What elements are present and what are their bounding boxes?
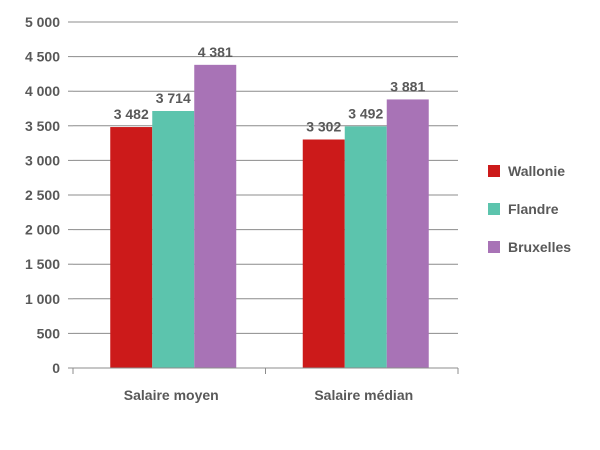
legend-swatch-flandre (488, 203, 500, 215)
category-label: Salaire médian (314, 387, 413, 403)
x-axis-ticks (72, 368, 459, 374)
data-label: 4 381 (198, 44, 233, 60)
data-label: 3 302 (306, 119, 341, 135)
bar-flandre (344, 126, 387, 368)
y-tick-label: 0 (52, 360, 60, 376)
category-labels: Salaire moyen Salaire médian (124, 387, 413, 403)
legend-label: Bruxelles (508, 239, 571, 255)
y-tick-label: 500 (37, 325, 61, 341)
legend-label: Flandre (508, 201, 559, 217)
legend-label: Wallonie (508, 163, 565, 179)
data-label: 3 482 (114, 106, 149, 122)
bar-flandre (152, 110, 195, 368)
data-labels: 3 482 3 714 4 381 3 302 3 492 3 881 (114, 44, 426, 135)
y-tick-label: 1 500 (25, 256, 60, 272)
y-tick-label: 2 000 (25, 222, 60, 238)
bar-bruxelles (194, 64, 237, 368)
bar-wallonie (302, 139, 345, 368)
y-tick-label: 5 000 (25, 14, 60, 30)
data-label: 3 881 (390, 78, 425, 94)
y-axis-ticks: 0 500 1 000 1 500 2 000 2 500 3 000 3 500 4 000 4… (25, 14, 60, 376)
legend-swatch-wallonie (488, 165, 500, 177)
y-tick-label: 3 000 (25, 152, 60, 168)
data-label: 3 492 (348, 105, 383, 121)
y-tick-label: 3 500 (25, 118, 60, 134)
y-tick-label: 4 000 (25, 83, 60, 99)
category-label: Salaire moyen (124, 387, 219, 403)
legend: Wallonie Flandre Bruxelles (488, 163, 571, 255)
bars (110, 64, 429, 369)
bar-wallonie (110, 127, 153, 369)
legend-swatch-bruxelles (488, 241, 500, 253)
y-tick-label: 2 500 (25, 187, 60, 203)
y-tick-label: 4 500 (25, 49, 60, 65)
data-label: 3 714 (156, 90, 191, 106)
bar-bruxelles (386, 99, 429, 368)
y-tick-label: 1 000 (25, 291, 60, 307)
